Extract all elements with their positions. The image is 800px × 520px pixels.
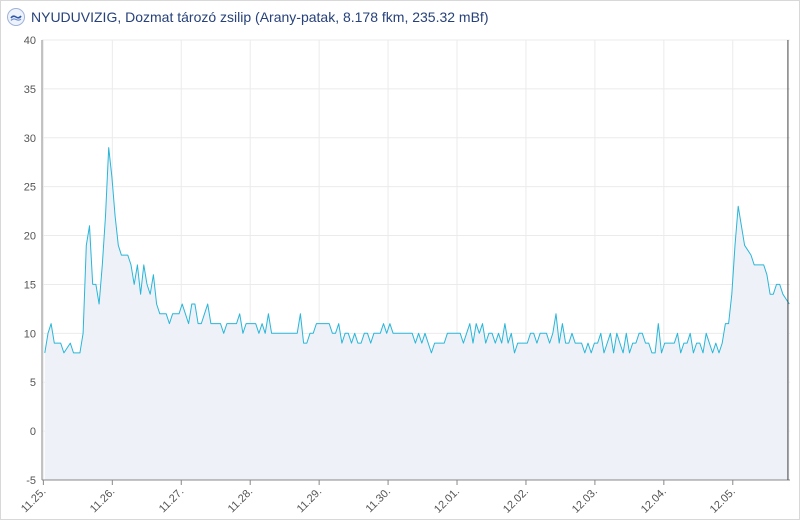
- x-tick-label: 11.28.: [226, 486, 256, 516]
- x-tick-label: 11.27.: [157, 486, 187, 516]
- y-tick-label: 10: [24, 328, 36, 340]
- y-tick-label: 5: [30, 377, 36, 389]
- y-tick-label: 25: [24, 182, 36, 194]
- y-tick-label: 35: [24, 84, 36, 96]
- y-tick-label: -5: [26, 475, 36, 487]
- x-tick-label: 11.25.: [19, 486, 49, 516]
- x-tick-label: 12.05.: [708, 486, 738, 516]
- y-tick-label: 30: [24, 133, 36, 145]
- logo-graphic: [10, 15, 22, 21]
- x-tick-label: 11.26.: [88, 486, 118, 516]
- y-tick-label: 40: [24, 35, 36, 47]
- chart-title: NYUDUVIZIG, Dozmat tározó zsilip (Arany-…: [31, 9, 489, 25]
- x-tick-label: 12.04.: [639, 486, 669, 516]
- x-tick-label: 11.30.: [364, 486, 394, 516]
- x-tick-label: 12.02.: [501, 486, 531, 516]
- x-tick-label: 12.03.: [570, 486, 600, 516]
- y-tick-label: 20: [24, 231, 36, 243]
- series-line: [44, 147, 790, 354]
- x-tick-label: 11.29.: [295, 486, 325, 516]
- nyuduvizig-logo-icon: [7, 8, 25, 26]
- series-area: [44, 147, 790, 480]
- y-tick-label: 15: [24, 279, 36, 291]
- chart-header: NYUDUVIZIG, Dozmat tározó zsilip (Arany-…: [7, 5, 489, 29]
- y-tick-label: 0: [30, 426, 36, 438]
- x-tick-label: 12.01.: [432, 486, 462, 516]
